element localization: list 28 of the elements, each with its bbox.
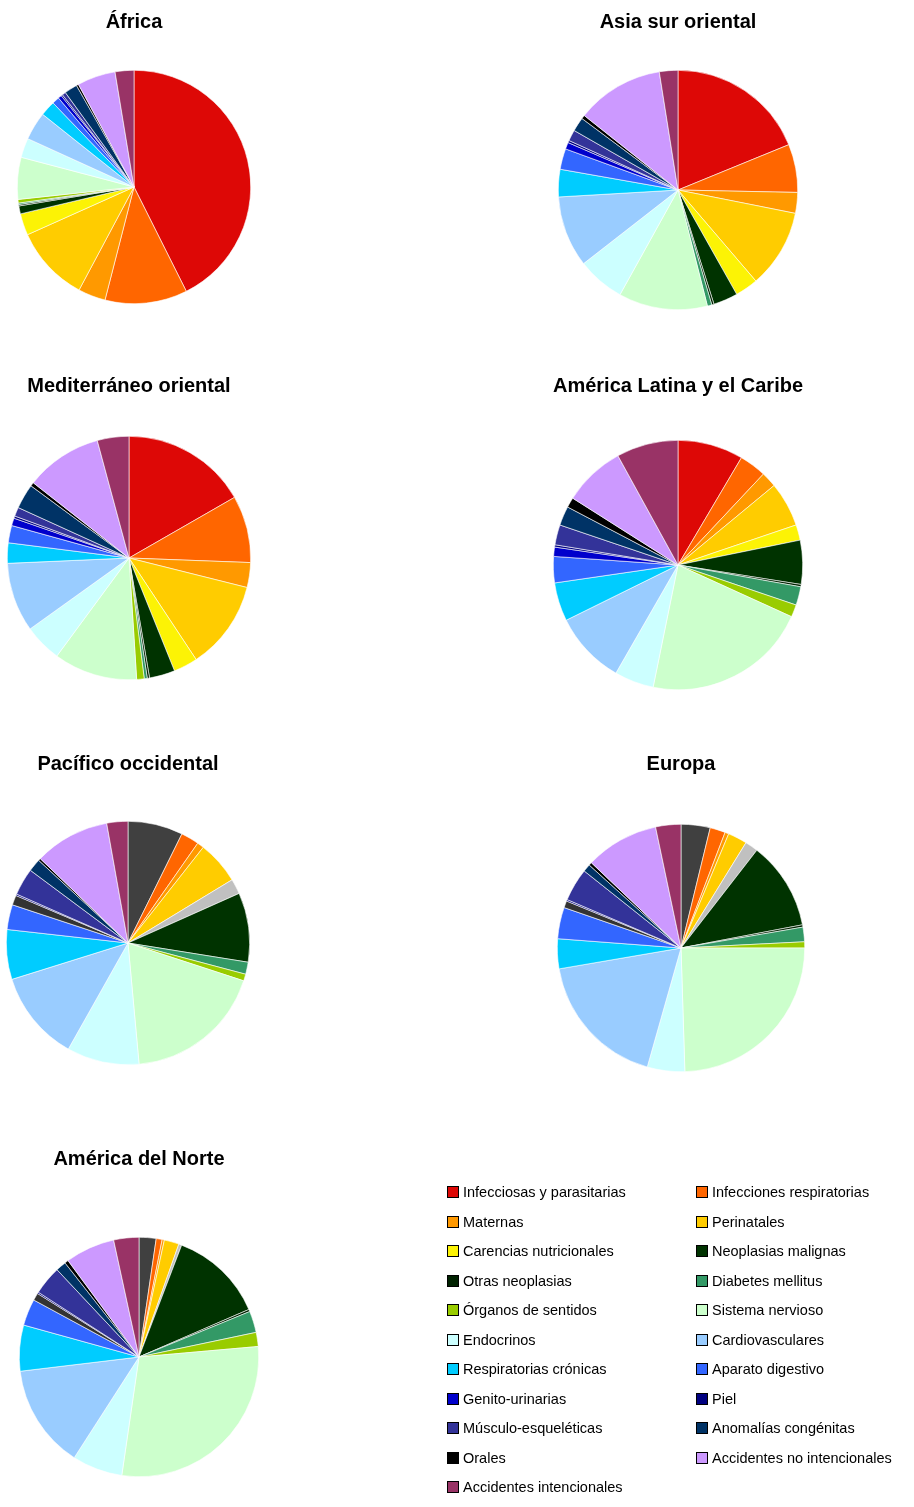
legend-label: Piel [712, 1390, 737, 1407]
legend-label: Aparato digestivo [712, 1361, 825, 1377]
legend-label: Perinatales [712, 1213, 785, 1230]
chart-title: Asia sur oriental [598, 10, 758, 33]
legend-label: Accidentes intencionales [463, 1479, 623, 1495]
chart-title: América Latina y el Caribe [551, 374, 805, 397]
chart-title: África [104, 10, 164, 33]
legend-label: Carencias nutricionales [463, 1243, 614, 1259]
legend-label: Anomalías congénitas [712, 1420, 855, 1436]
chart-title: Pacífico occidental [36, 752, 220, 775]
legend-label: Genito-urinarias [463, 1390, 567, 1407]
chart-title: Europa [645, 752, 717, 775]
legend-label: Maternas [463, 1213, 524, 1230]
legend-label: Neoplasias malignas [712, 1243, 846, 1259]
legend-label: Infecciosas y parasitarias [463, 1184, 626, 1200]
legend-label: Órganos de sentidos [463, 1302, 597, 1318]
legend-label: Sistema nervioso [712, 1302, 824, 1318]
legend-label: Endocrinos [463, 1331, 536, 1348]
chart-title: Mediterráneo oriental [26, 374, 232, 397]
legend-label: Músculo-esqueléticas [463, 1420, 603, 1436]
legend-label: Otras neoplasias [463, 1272, 572, 1289]
chart-title: América del Norte [52, 1147, 226, 1170]
legend-label: Diabetes mellitus [712, 1272, 823, 1289]
legend-label: Infecciones respiratorias [712, 1184, 870, 1200]
legend-label: Respiratorias crónicas [463, 1361, 607, 1377]
legend-label: Cardiovasculares [712, 1331, 825, 1348]
legend-label: Accidentes no intencionales [712, 1449, 892, 1466]
legend-label: Orales [463, 1449, 506, 1466]
